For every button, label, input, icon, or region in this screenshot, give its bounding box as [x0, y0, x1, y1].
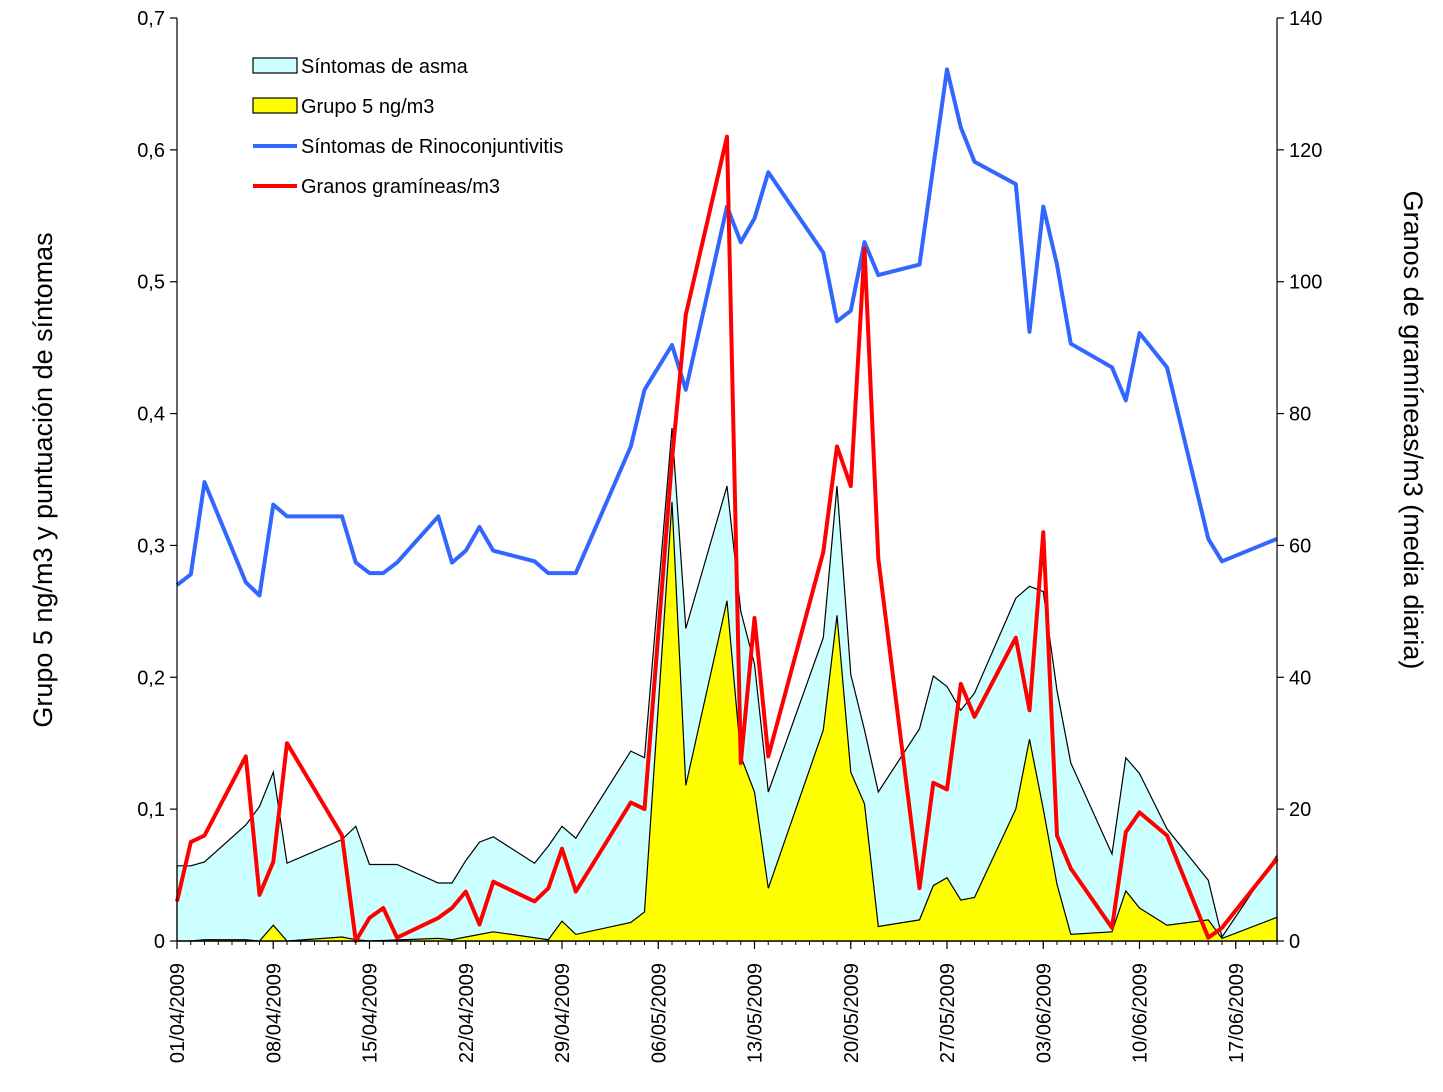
series-line-sintomas-de-rinoconjuntivitis [175, 67, 1278, 598]
legend-item-grupo-5-ng-m3: Grupo 5 ng/m3 [252, 96, 434, 118]
y-left-tick-label: 0,4 [137, 404, 165, 426]
x-tick-label: 08/04/2009 [263, 963, 285, 1063]
line-layer [175, 67, 1279, 943]
y-axis-left-title: Grupo 5 ng/m3 y puntuación de síntomas [28, 232, 58, 727]
x-tick-label: 06/05/2009 [648, 963, 670, 1063]
x-axis-ticks: 01/04/2009 08/04/2009 15/04/2009 22/04/2009… [167, 941, 1278, 1063]
y-right-tick-label: 80 [1289, 404, 1311, 426]
legend-label: Síntomas de Rinoconjuntivitis [301, 136, 563, 158]
legend-label: Grupo 5 ng/m3 [301, 96, 434, 118]
legend-label: Síntomas de asma [301, 56, 469, 78]
area-layer [176, 428, 1278, 942]
y-left-tick-label: 0,5 [137, 272, 165, 294]
x-tick-label: 27/05/2009 [937, 963, 959, 1063]
y-right-tick-label: 140 [1289, 8, 1322, 30]
x-tick-label: 20/05/2009 [841, 963, 863, 1063]
x-tick-label: 01/04/2009 [167, 963, 189, 1063]
y-left-tick-label: 0,6 [137, 140, 165, 162]
right-axis-ticks: 0 20 40 60 80 100 120 140 [1277, 8, 1322, 953]
legend: Síntomas de asma Grupo 5 ng/m3 Síntomas de… [252, 56, 563, 198]
x-tick-label: 15/04/2009 [360, 963, 382, 1063]
y-left-tick-label: 0,1 [137, 799, 165, 821]
y-right-tick-label: 60 [1289, 535, 1311, 557]
x-tick-label: 13/05/2009 [745, 963, 767, 1063]
legend-label: Granos gramíneas/m3 [301, 176, 500, 198]
x-tick-label: 17/06/2009 [1226, 963, 1248, 1063]
y-left-tick-label: 0,7 [137, 8, 165, 30]
y-left-tick-label: 0,3 [137, 535, 165, 557]
legend-swatch [252, 97, 298, 114]
left-axis-ticks: 0 0,1 0,2 0,3 0,4 0,5 0,6 0,7 [137, 8, 177, 953]
x-tick-label: 29/04/2009 [552, 963, 574, 1063]
y-left-tick-label: 0,2 [137, 667, 165, 689]
x-tick-label: 10/06/2009 [1130, 963, 1152, 1063]
series-line-granos-gramineas-m3 [175, 134, 1279, 943]
legend-item-sintomas-de-rinoconjuntivitis: Síntomas de Rinoconjuntivitis [253, 136, 563, 158]
y-axis-right-title: Granos de gramíneas/m3 (media diaria) [1398, 191, 1428, 670]
legend-item-granos-gramineas-m3: Granos gramíneas/m3 [253, 176, 500, 198]
y-left-tick-label: 0 [154, 931, 165, 953]
y-right-tick-label: 0 [1289, 931, 1300, 953]
y-right-tick-label: 100 [1289, 272, 1322, 294]
y-right-tick-label: 40 [1289, 667, 1311, 689]
y-right-tick-label: 20 [1289, 799, 1311, 821]
x-tick-label: 22/04/2009 [456, 963, 478, 1063]
y-right-tick-label: 120 [1289, 140, 1322, 162]
legend-swatch [252, 57, 298, 74]
legend-item-sintomas-de-asma: Síntomas de asma [252, 56, 469, 78]
x-tick-label: 03/06/2009 [1033, 963, 1055, 1063]
